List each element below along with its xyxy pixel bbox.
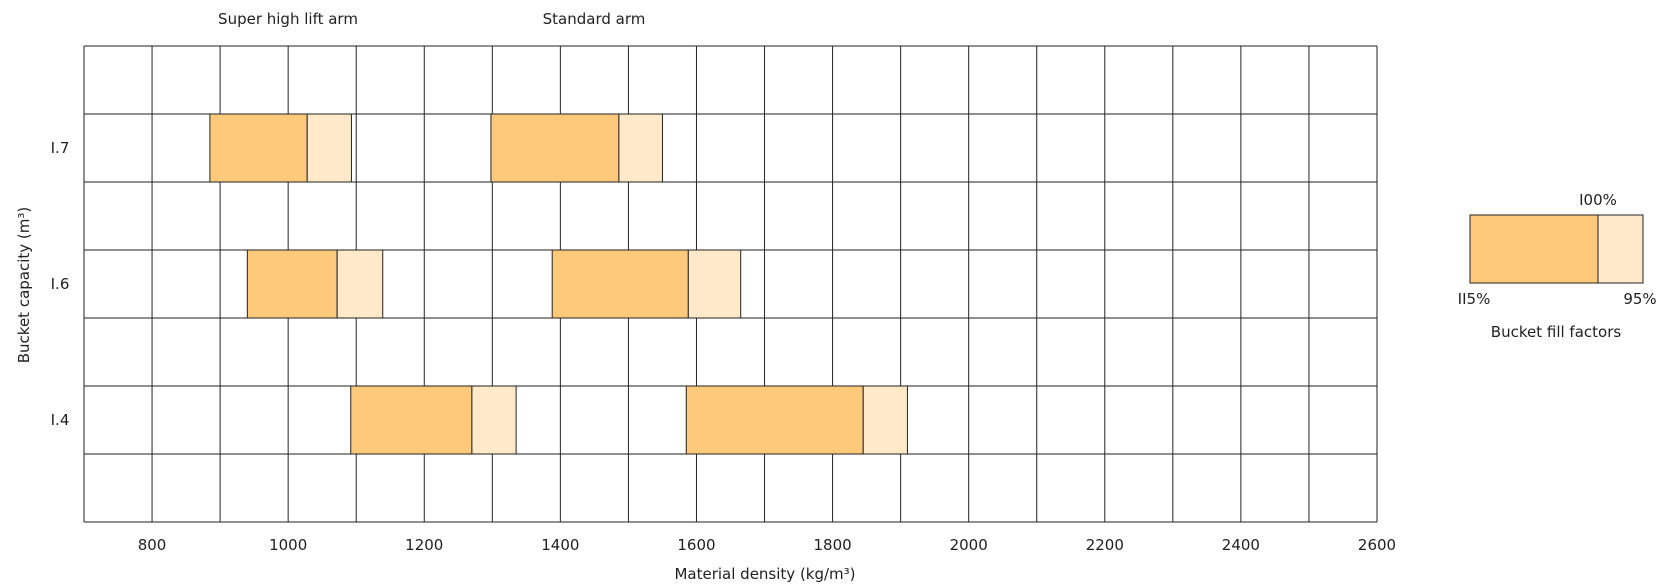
bar-standard-fill-115-100 xyxy=(490,113,620,183)
series-label-standard-arm: Standard arm xyxy=(543,10,646,28)
x-axis-label: Material density (kg/m³) xyxy=(674,565,855,583)
bar-standard-fill-115-100 xyxy=(685,385,864,455)
y-axis-label: Bucket capacity (m³) xyxy=(15,207,33,364)
y-tick-label: I.7 xyxy=(51,139,70,157)
legend-label-100: I00% xyxy=(1579,191,1617,209)
x-tick-label: 2400 xyxy=(1222,536,1260,554)
chart-bars xyxy=(209,113,908,455)
x-tick-label: 2600 xyxy=(1358,536,1396,554)
x-tick-label: 800 xyxy=(138,536,167,554)
bar-super-high-lift-fill-115-100 xyxy=(209,113,308,183)
x-tick-label: 2000 xyxy=(950,536,988,554)
y-tick-label: I.4 xyxy=(51,411,70,429)
bar-super-high-lift-fill-115-100 xyxy=(246,249,338,319)
bar-super-high-lift-fill-100-95 xyxy=(336,249,384,319)
x-tick-label: 1400 xyxy=(541,536,579,554)
series-label-super-high-lift-arm: Super high lift arm xyxy=(218,10,358,28)
bar-standard-fill-100-95 xyxy=(862,385,908,455)
legend-label-95: 95% xyxy=(1623,290,1656,308)
legend: I00% II5% 95% Bucket fill factors xyxy=(1458,191,1657,341)
x-tick-label: 1200 xyxy=(405,536,443,554)
x-tick-label: 1800 xyxy=(813,536,851,554)
legend-swatch-115-100 xyxy=(1469,214,1599,284)
x-tick-label: 1000 xyxy=(269,536,307,554)
legend-title: Bucket fill factors xyxy=(1491,323,1622,341)
bar-super-high-lift-fill-100-95 xyxy=(306,113,352,183)
bar-standard-fill-115-100 xyxy=(551,249,689,319)
bar-super-high-lift-fill-115-100 xyxy=(350,385,473,455)
legend-swatch-100-95 xyxy=(1597,214,1644,284)
chart-tick-labels: 800 1000 1200 1400 1600 1800 2000 2200 2400 2600 I… xyxy=(51,139,1396,554)
y-tick-label: I.6 xyxy=(51,275,70,293)
bar-super-high-lift-fill-100-95 xyxy=(471,385,517,455)
x-tick-label: 2200 xyxy=(1086,536,1124,554)
bar-standard-fill-100-95 xyxy=(687,249,742,319)
x-tick-label: 1600 xyxy=(677,536,715,554)
bar-standard-fill-100-95 xyxy=(618,113,663,183)
legend-label-115: II5% xyxy=(1458,290,1491,308)
